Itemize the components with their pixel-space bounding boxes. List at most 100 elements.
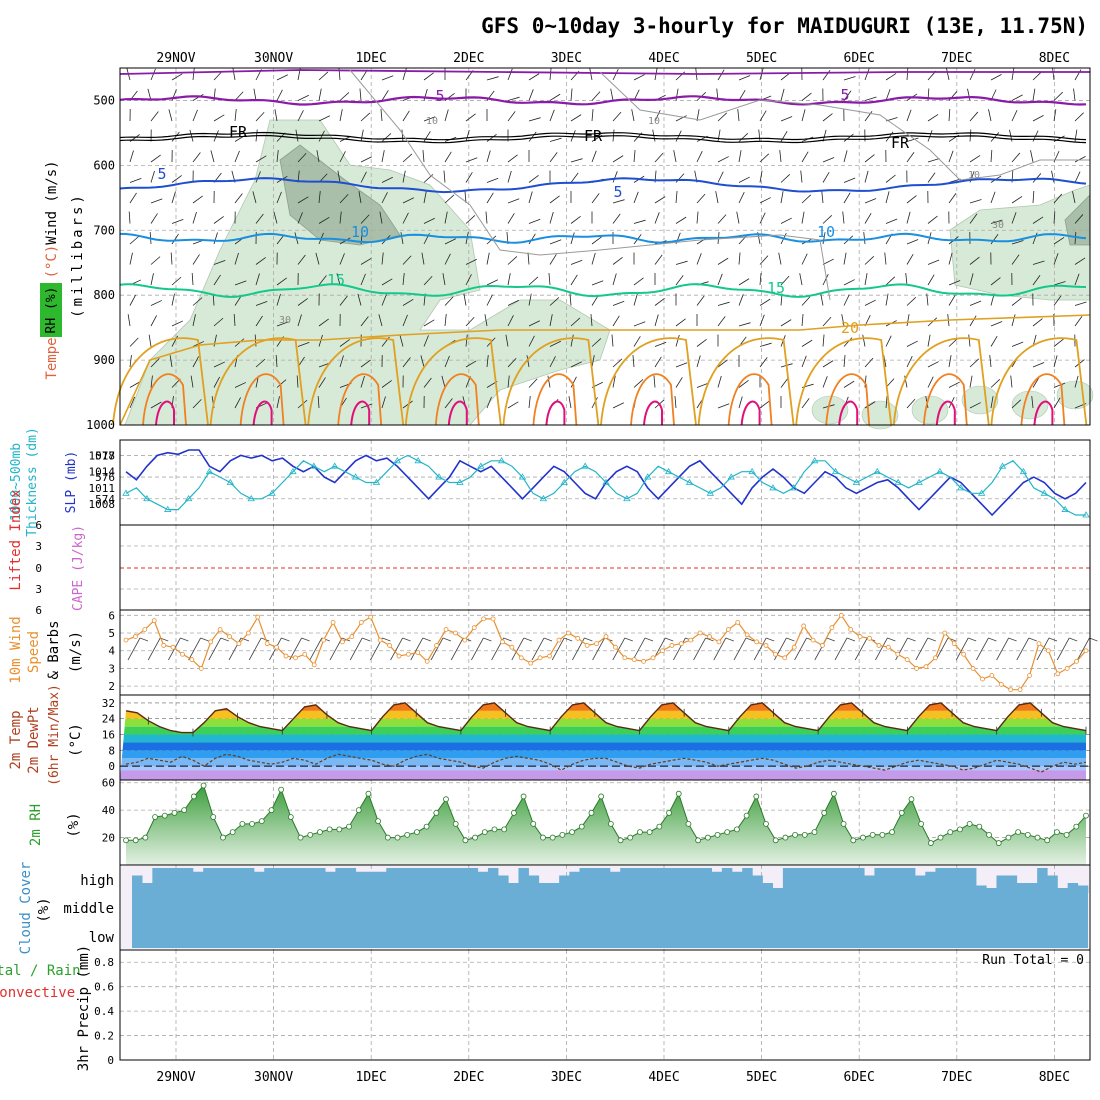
wind10-marker [547,653,552,659]
wind-barb [234,397,241,409]
isotherm-30 [935,400,956,426]
contour-label: 5 [157,165,166,183]
date-label-top: 4DEC [648,51,679,66]
wind-barb [360,273,366,286]
cloud-high-bar [376,871,387,893]
wind-barb [465,232,469,245]
isotherm-30 [740,400,761,426]
wind-barb [570,88,573,101]
cloud-high-bar [1006,875,1018,893]
rh-marker [976,823,983,830]
isotherm-25 [434,373,480,426]
cloud-high-bar [223,868,235,893]
thickness-marker [143,494,151,502]
wind10-barb [915,637,929,661]
cloud-high-bar [1077,885,1089,893]
wind10-barb-flag [907,637,916,642]
wind-barb [507,256,518,265]
wind-barb [1074,257,1086,265]
wind10-marker [575,635,581,641]
rh-marker [685,820,692,827]
wind-barb [190,375,194,388]
wind-barb [948,381,960,388]
wind-barb [927,317,938,327]
wind-barb [150,213,158,224]
wind-barb [381,380,392,388]
cloud-high-bar [437,868,448,893]
wind-barb [213,130,219,142]
thickness-marker [977,489,986,496]
wind10-barb [612,637,626,661]
wind-barb [507,273,511,286]
wind-barb [150,68,156,81]
wind-barb [423,377,432,388]
cloud-high-bar [874,868,885,893]
cape-label: CAPE (J/kg) [71,525,86,611]
wind-barb [192,109,198,122]
wind-barb [570,317,581,327]
wind-barb [591,193,600,204]
wind-barb [150,198,163,204]
wind-barb [969,358,980,368]
wind-barb [738,90,746,101]
wind-barb [948,252,953,265]
wind-barb [570,215,581,224]
wind-barb [402,273,405,286]
wind-label: Wind (m/s) [44,160,60,244]
wind-barb [423,131,431,142]
precip-tick: 0.4 [94,1005,114,1018]
wind-barb [360,257,372,265]
wind-barb [717,316,726,327]
wind-barb [738,278,750,286]
wind-barb [990,150,993,163]
precip-tick: 0.6 [94,981,114,994]
wind-barb [359,88,362,101]
wind-barb [463,293,467,306]
wind-barb [633,191,639,204]
wind-barb [423,319,435,327]
wind-barb [1074,273,1080,286]
wind-barb [675,260,688,265]
wind-barb [822,258,834,265]
wind10-marker [885,644,891,650]
date-label-bottom: 8DEC [1039,1070,1070,1085]
rh-marker [753,793,760,800]
rh-marker [821,810,828,816]
thickness-marker [122,489,130,496]
wind10-marker [641,658,647,664]
rh-marker [510,810,517,816]
cloud-high-bar [152,868,163,893]
wind-barb [255,155,267,163]
wind-barb [1011,314,1016,327]
wind-barb [654,196,666,204]
cloud-high-bar [386,868,397,893]
wind10-marker [227,634,232,639]
wind-barb [780,116,793,122]
wind-barb [570,114,582,122]
wind-barb [339,193,349,204]
temp-band [120,702,1086,703]
wind-barb [822,334,825,347]
cloud-high-bar [193,871,204,893]
wind10-barb [329,637,343,661]
thickness-marker [372,478,381,485]
isotherm-20 [600,337,697,426]
cloud-high-bar [416,868,428,893]
wind-barb [318,216,330,224]
wind-barb [906,68,909,81]
rh-marker [830,790,837,797]
wind10-marker [180,651,185,657]
cloud-high-bar [813,868,824,893]
cloud-high-bar [365,871,377,893]
date-label-top: 2DEC [453,51,484,66]
date-label-bottom: 1DEC [356,1070,387,1085]
wind-barb [612,171,618,183]
temp-line [125,702,1087,734]
rh-area [126,785,1086,865]
wind-barb [527,252,530,265]
wind-barb [990,132,1000,142]
isotherm-25 [727,373,773,426]
wind-barb [295,129,299,142]
rh-marker [123,837,129,844]
wind-barb [1011,196,1023,204]
